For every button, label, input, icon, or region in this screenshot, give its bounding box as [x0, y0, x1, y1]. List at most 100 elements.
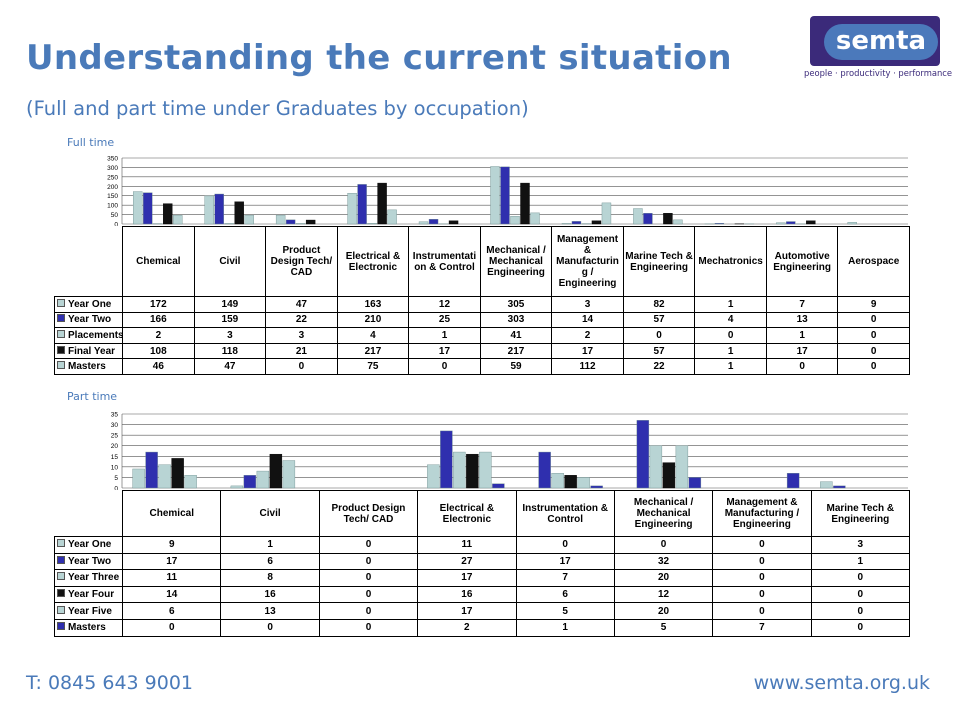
pt-data-label: 0	[712, 585, 812, 604]
ft-bar-final-year-management-manufacturing-engineering	[591, 220, 602, 225]
ft-category-label: Civil	[193, 226, 267, 297]
ft-data-label: 303	[479, 311, 553, 329]
ft-data-label: 0	[765, 358, 839, 375]
ft-table-row: Masters 46 47 0 75 0 59 112 22 1 0 0	[53, 358, 910, 375]
ft-data-label: 4	[694, 311, 767, 329]
ft-bar-year-one-product-design-tech-cad	[275, 214, 286, 225]
pt-legend-entry: Year Five	[53, 602, 124, 620]
pt-data-label: 27	[417, 552, 517, 571]
footer-website[interactable]: www.semta.org.uk	[753, 672, 930, 694]
ft-table-corner	[54, 226, 124, 297]
ft-data-label: 13	[765, 311, 839, 329]
pt-data-label: 1	[810, 552, 911, 571]
pt-data-label: 17	[515, 552, 615, 571]
ft-bar-year-one-chemical	[133, 191, 143, 225]
ft-bar-final-year-automotive-engineering	[806, 220, 816, 225]
ft-data-label: 0	[265, 358, 338, 375]
ft-bar-year-two-electrical-electronic	[357, 184, 367, 225]
pt-bar-year-five-mechanical-mechanical-engineering	[675, 445, 689, 489]
pt-data-label: 5	[613, 618, 714, 637]
ft-legend-entry: Final Year	[53, 342, 124, 360]
ft-category-label: Marine Tech & Engineering	[622, 226, 696, 297]
ft-bar-masters-electrical-electronic	[387, 209, 397, 225]
pt-data-label: 20	[613, 602, 714, 620]
pt-data-label: 7	[712, 618, 812, 637]
pt-data-label: 0	[318, 536, 419, 554]
semta-logo: semta people · productivity · performanc…	[800, 14, 952, 84]
pt-data-label: 0	[318, 602, 419, 620]
pt-data-label: 0	[318, 618, 419, 637]
ft-series-name: Year One	[68, 298, 112, 310]
legend-swatch-icon	[57, 605, 65, 614]
ft-bar-year-two-marine-tech-engineering	[643, 213, 653, 225]
pt-table-row: Masters 0 0 0 2 1 5 7 0	[53, 618, 911, 637]
ft-bar-final-year-instrumentation-control	[448, 220, 459, 225]
pt-data-label: 14	[122, 585, 222, 604]
pt-data-label: 3	[810, 536, 911, 554]
pt-y-tick-label: 30	[111, 422, 119, 429]
pt-bar-year-two-marine-tech-engineering	[833, 485, 846, 489]
pt-table-row: Year Four 14 16 0 16 6 12 0 0	[53, 585, 911, 604]
ft-data-label: 17	[551, 342, 624, 360]
ft-bar-year-two-instrumentation-control	[428, 219, 439, 225]
pt-legend-entry: Year Three	[53, 569, 124, 587]
pt-table-corner	[54, 490, 124, 537]
legend-swatch-icon	[57, 589, 65, 598]
ft-legend-entry: Year One	[53, 296, 124, 313]
pt-legend-entry: Masters	[53, 618, 124, 637]
pt-y-tick-label: 5	[114, 475, 118, 482]
ft-bar-year-one-instrumentation-control	[418, 221, 429, 225]
ft-series-name: Year Two	[68, 314, 112, 326]
ft-data-label: 41	[479, 327, 553, 344]
pt-data-label: 1	[220, 536, 320, 554]
pt-data-label: 17	[122, 552, 222, 571]
pt-data-label: 0	[122, 618, 222, 637]
pt-bar-year-one-civil	[230, 485, 244, 489]
ft-category-label: Mechanical / Mechanical Engineering	[479, 226, 553, 297]
pt-bar-masters-instrumentation-control	[590, 485, 603, 489]
ft-data-label: 12	[408, 296, 481, 313]
ft-table-row: Final Year 108 118 21 217 17 217 17 57 1 17 0	[53, 342, 910, 360]
pt-data-label: 17	[417, 569, 517, 587]
ft-bar-final-year-electrical-electronic	[377, 182, 387, 225]
part-time-label: Part time	[67, 390, 118, 403]
ft-bar-placements-mechanical-mechanical-engineering	[510, 216, 520, 225]
pt-legend-entry: Year Two	[53, 552, 124, 571]
pt-series-name: Year Five	[68, 605, 112, 617]
ft-data-label: 3	[551, 296, 624, 313]
ft-data-label: 163	[336, 296, 410, 313]
ft-data-label: 17	[408, 342, 481, 360]
pt-category-label: Mechanical / Mechanical Engineering	[613, 490, 714, 537]
ft-bar-placements-electrical-electronic	[367, 223, 377, 225]
pt-data-label: 0	[712, 569, 812, 587]
pt-y-tick-label: 15	[111, 454, 119, 461]
pt-category-label: Chemical	[122, 490, 222, 537]
ft-y-tick-label: 150	[107, 193, 118, 200]
ft-data-label: 3	[193, 327, 267, 344]
ft-bar-year-two-automotive-engineering	[786, 221, 796, 225]
ft-y-tick-label: 100	[107, 203, 118, 210]
ft-data-label: 22	[265, 311, 338, 329]
pt-bar-year-three-civil	[256, 470, 270, 489]
ft-bar-year-two-product-design-tech-cad	[285, 219, 296, 225]
ft-category-label: Aerospace	[837, 226, 910, 297]
pt-bar-year-four-chemical	[171, 458, 184, 489]
ft-data-label: 57	[622, 311, 696, 329]
pt-data-label: 0	[810, 569, 911, 587]
ft-bar-masters-civil	[244, 214, 254, 225]
pt-bar-year-two-instrumentation-control	[538, 451, 551, 489]
pt-data-label: 0	[515, 536, 615, 554]
pt-bar-year-two-chemical	[145, 451, 158, 489]
pt-legend-entry: Year Four	[53, 585, 124, 604]
ft-series-name: Masters	[68, 361, 106, 373]
ft-data-label: 0	[837, 342, 910, 360]
ft-data-label: 82	[622, 296, 696, 313]
logo-wordmark: semta	[824, 24, 938, 60]
ft-data-label: 118	[193, 342, 267, 360]
ft-data-label: 25	[408, 311, 481, 329]
pt-bar-year-two-civil	[243, 475, 257, 489]
ft-table-row: Year One 172 149 47 163 12 305 3 82 1 7 9	[53, 296, 910, 313]
ft-category-label: Automotive Engineering	[765, 226, 839, 297]
ft-data-label: 9	[837, 296, 910, 313]
ft-bar-final-year-mechanical-mechanical-engineering	[520, 182, 530, 225]
